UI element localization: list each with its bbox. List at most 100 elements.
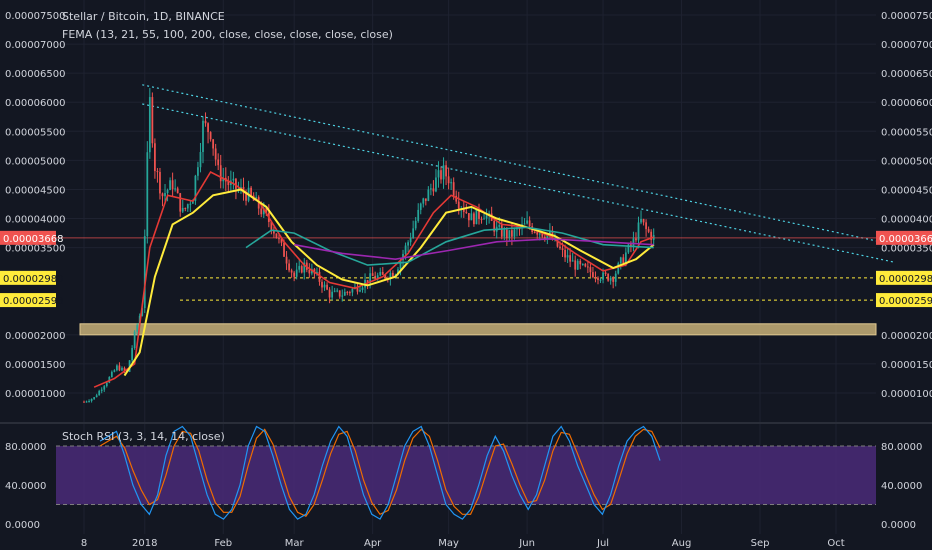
support-tag-text-left: 0.00002598 xyxy=(3,296,63,307)
candle-body xyxy=(546,234,549,239)
candle-body xyxy=(303,262,306,273)
candle-body xyxy=(455,195,458,202)
candle-body xyxy=(212,139,215,149)
candle-body xyxy=(159,171,161,194)
candle-body xyxy=(640,219,642,223)
candle-body xyxy=(470,213,473,221)
candle-body xyxy=(356,286,359,292)
candle-body xyxy=(148,97,151,153)
candle-body xyxy=(447,176,450,184)
candle-body xyxy=(316,271,318,274)
candle-body xyxy=(369,273,372,284)
y-tick-right: 0.00007500 xyxy=(881,11,932,22)
candle-body xyxy=(361,287,364,290)
candle-body xyxy=(333,290,336,292)
candle-body xyxy=(186,204,189,209)
candle-body xyxy=(336,290,339,292)
x-tick: Oct xyxy=(827,538,844,549)
rsi-tick-right: 0.0000 xyxy=(881,520,916,531)
candle-body xyxy=(561,248,564,251)
candle-body xyxy=(566,255,569,258)
candle-body xyxy=(589,267,592,273)
candle-body xyxy=(227,181,230,185)
candle-body xyxy=(581,263,584,265)
candle-body xyxy=(278,238,280,240)
candle-body xyxy=(217,159,220,166)
candle-body xyxy=(594,277,597,279)
candle-body xyxy=(105,382,108,387)
candle-body xyxy=(624,252,627,264)
candle-body xyxy=(219,165,222,182)
candle-body xyxy=(505,229,508,239)
candle-body xyxy=(265,208,268,213)
price-tag-right xyxy=(876,230,932,245)
x-tick: Jun xyxy=(518,538,535,549)
ema13-line xyxy=(93,170,654,388)
candle-body xyxy=(536,232,539,235)
candle-body xyxy=(298,266,301,270)
candle-body xyxy=(574,260,577,270)
candle-body xyxy=(103,386,106,390)
x-tick: Sep xyxy=(751,538,770,549)
candle-body xyxy=(422,198,425,204)
candle-body xyxy=(450,182,453,184)
price-tag-text-right: 0.00003668 xyxy=(879,234,932,245)
y-tick-right: 0.00005000 xyxy=(881,156,932,167)
candle-body xyxy=(275,233,278,239)
y-tick-left: 0.00002000 xyxy=(5,331,65,342)
candle-body xyxy=(95,395,98,398)
candle-body xyxy=(214,148,217,160)
candle-body xyxy=(445,165,447,177)
rsi-tick-left: 0.0000 xyxy=(5,520,40,531)
candle-body xyxy=(503,229,506,237)
y-tick-left: 0.00001500 xyxy=(5,360,65,371)
candle-body xyxy=(240,187,242,189)
candle-body xyxy=(597,277,599,281)
support-tag-right xyxy=(876,293,932,308)
candle-body xyxy=(343,291,346,296)
ema100-line xyxy=(294,238,654,261)
candle-body xyxy=(285,256,288,264)
candle-body xyxy=(326,284,328,290)
candle-body xyxy=(154,143,156,172)
candle-body xyxy=(435,177,437,192)
candle-body xyxy=(359,289,361,292)
y-tick-left: 0.00001000 xyxy=(5,389,65,400)
candle-body xyxy=(199,152,202,168)
candle-body xyxy=(478,209,480,219)
rsi-tick-left: 40.0000 xyxy=(5,481,46,492)
rsi-band xyxy=(56,446,876,505)
candle-body xyxy=(409,237,412,243)
y-tick-left: 0.00005500 xyxy=(5,127,65,138)
candle-body xyxy=(541,233,544,237)
candle-body xyxy=(204,120,207,124)
candle-body xyxy=(348,292,351,294)
candle-body xyxy=(123,367,126,371)
candle-body xyxy=(397,269,399,275)
candle-body xyxy=(642,219,645,223)
y-tick-right: 0.00007000 xyxy=(881,40,932,51)
candle-body xyxy=(602,272,604,280)
candle-body xyxy=(419,203,422,210)
candle-body xyxy=(121,367,123,371)
candle-body xyxy=(318,271,321,282)
candle-body xyxy=(614,273,617,282)
candle-body xyxy=(131,347,133,361)
candle-body xyxy=(407,242,409,246)
candle-body xyxy=(161,193,164,197)
rsi-tick-right: 40.0000 xyxy=(881,481,922,492)
candle-body xyxy=(116,365,118,371)
candle-body xyxy=(351,288,354,293)
x-tick: 2018 xyxy=(132,538,157,549)
price-tag-text-left: 0.00003668 xyxy=(3,234,63,245)
candle-body xyxy=(151,97,154,144)
stoch-rsi-k-line xyxy=(99,425,661,520)
y-tick-right: 0.00001000 xyxy=(881,389,932,400)
candle-body xyxy=(250,187,252,196)
candle-body xyxy=(399,260,402,270)
candle-body xyxy=(366,279,369,284)
candle-body xyxy=(171,180,174,190)
candle-body xyxy=(293,272,296,277)
